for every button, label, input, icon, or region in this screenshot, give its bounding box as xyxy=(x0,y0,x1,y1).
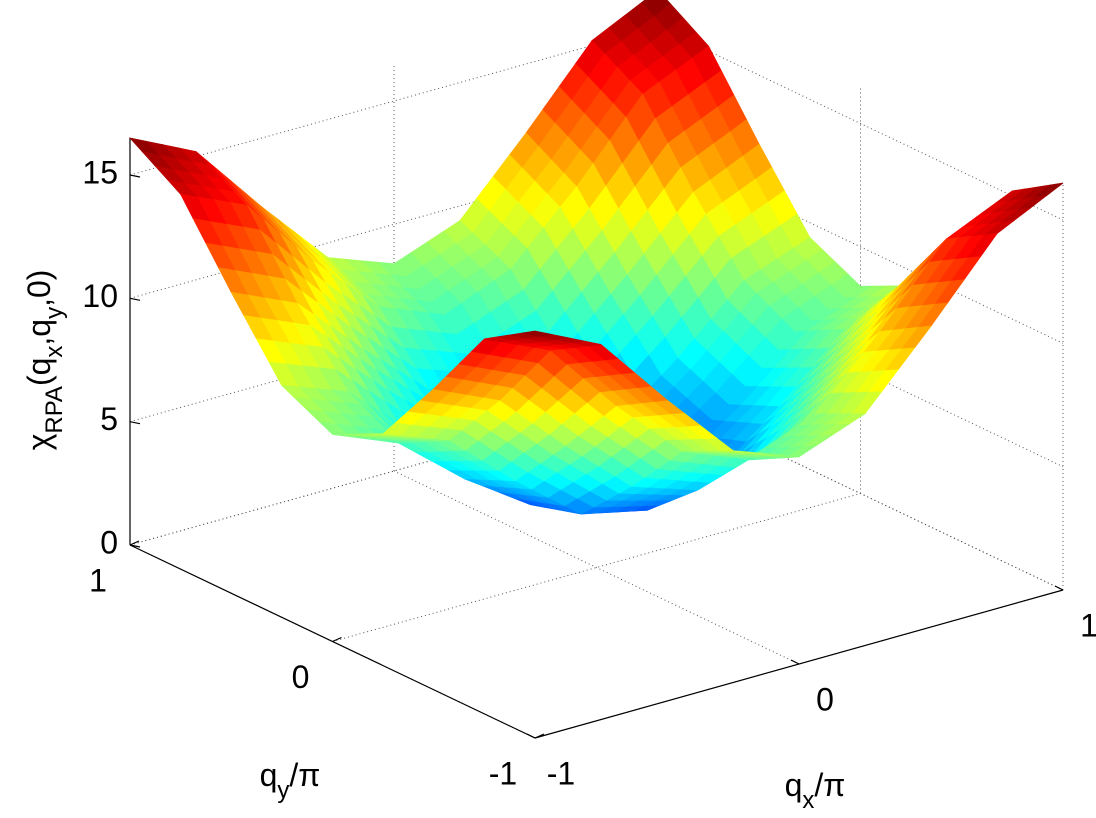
label-part: q xyxy=(260,757,278,793)
x-tick xyxy=(790,659,800,665)
z-tick-label: 5 xyxy=(100,401,118,437)
grid-line xyxy=(657,26,1064,221)
y-axis-label: qy/π xyxy=(260,757,321,803)
label-part: RPA xyxy=(41,386,68,434)
label-part: x xyxy=(802,787,814,814)
label-part: χ xyxy=(21,433,57,450)
y-tick-label: 0 xyxy=(292,659,310,695)
label-part: (q xyxy=(21,358,57,386)
label-part: y xyxy=(277,777,289,804)
y-tick xyxy=(129,540,140,546)
z-tick xyxy=(129,174,141,178)
label-part: ,q xyxy=(21,319,57,346)
z-tick xyxy=(129,544,141,548)
label-part: /π xyxy=(289,757,320,793)
label-part: q xyxy=(785,767,803,803)
label-part: y xyxy=(41,307,68,319)
grid-line xyxy=(657,149,1064,344)
x-tick-label: 1 xyxy=(1080,607,1096,643)
x-tick xyxy=(526,733,536,739)
x-tick xyxy=(1054,585,1064,591)
grid-line xyxy=(332,493,861,642)
z-tick xyxy=(129,421,141,425)
z-axis-label: χRPA(qx,qy,0) xyxy=(21,270,67,451)
y-tick xyxy=(534,733,545,739)
y-tick-label: 1 xyxy=(89,562,107,598)
grid-line xyxy=(393,470,800,665)
x-tick-label: -1 xyxy=(547,755,575,791)
label-part: x xyxy=(41,346,68,358)
z-tick-label: 15 xyxy=(82,154,118,190)
y-tick-label: -1 xyxy=(489,755,517,791)
y-tick xyxy=(332,636,342,643)
z-tick xyxy=(129,297,141,301)
z-tick-label: 10 xyxy=(82,278,118,314)
x-tick-label: 0 xyxy=(816,681,834,717)
z-tick-label: 0 xyxy=(100,524,118,560)
label-part: /π xyxy=(814,767,845,803)
surface-patch xyxy=(522,330,552,337)
grid-line xyxy=(129,26,659,176)
label-part: ,0) xyxy=(21,270,57,307)
x-axis-label: qx/π xyxy=(785,767,846,813)
